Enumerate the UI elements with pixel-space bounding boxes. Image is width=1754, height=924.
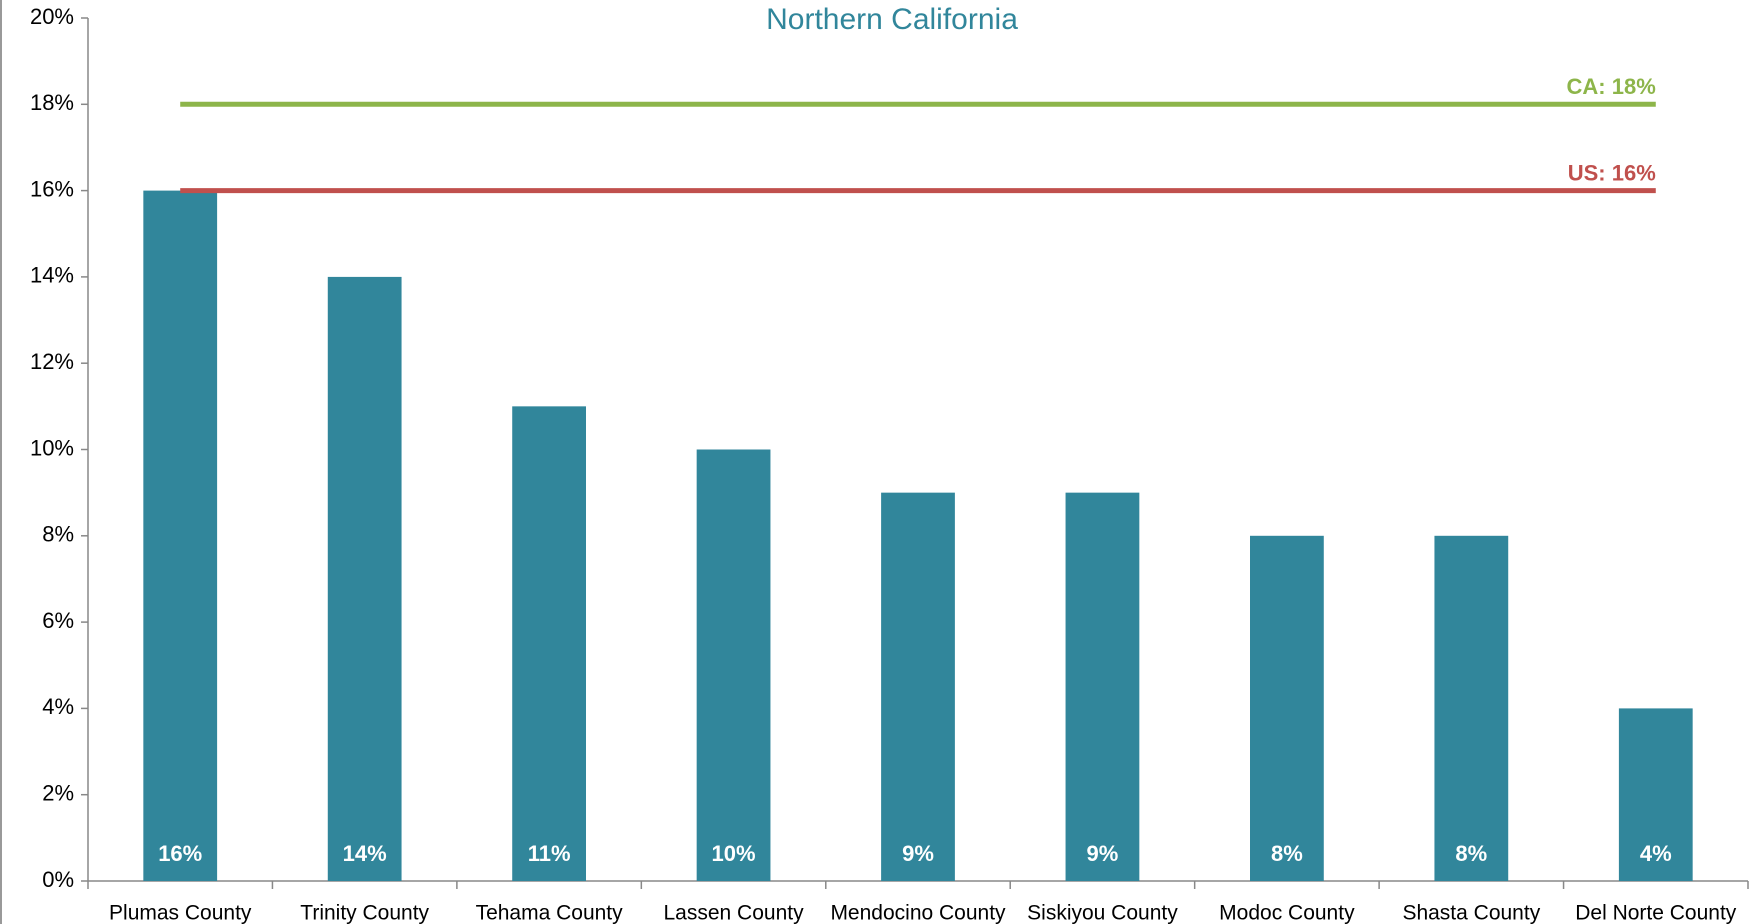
- x-tick-label: Tehama County: [476, 902, 624, 924]
- x-tick-label: Shasta County: [1402, 902, 1540, 924]
- bar: [512, 406, 586, 881]
- value-label: 8%: [1271, 841, 1303, 866]
- y-tick-label: 2%: [42, 781, 74, 806]
- x-tick-label: Plumas County: [109, 902, 252, 924]
- reference-label: US: 16%: [1568, 160, 1656, 185]
- value-label: 4%: [1640, 841, 1672, 866]
- value-label: 10%: [712, 841, 756, 866]
- y-tick-label: 20%: [30, 4, 74, 29]
- x-tick-label: Modoc County: [1219, 902, 1355, 924]
- value-label: 9%: [902, 841, 934, 866]
- y-tick-label: 4%: [42, 694, 74, 719]
- y-tick-label: 14%: [30, 263, 74, 288]
- y-tick-label: 0%: [42, 867, 74, 892]
- y-tick-label: 16%: [30, 176, 74, 201]
- y-tick-label: 12%: [30, 349, 74, 374]
- bar: [881, 492, 955, 881]
- x-tick-label: Trinity County: [300, 902, 429, 924]
- bar: [1065, 492, 1140, 881]
- reference-label: CA: 18%: [1567, 74, 1656, 99]
- value-label: 14%: [343, 841, 387, 866]
- value-label: 16%: [158, 841, 202, 866]
- value-label: 11%: [528, 841, 571, 866]
- y-tick-label: 8%: [42, 522, 74, 547]
- value-label: 8%: [1455, 841, 1487, 866]
- bar: [696, 449, 771, 881]
- x-tick-label: Mendocino County: [830, 902, 1006, 924]
- bar: [327, 276, 402, 881]
- bar: [143, 190, 218, 882]
- chart-title: Northern California: [766, 3, 1018, 36]
- bar: [1618, 708, 1693, 881]
- bar: [1434, 535, 1509, 881]
- value-label: 9%: [1087, 841, 1119, 866]
- y-tick-label: 18%: [30, 90, 74, 115]
- x-tick-label: Siskiyou County: [1027, 902, 1178, 924]
- x-tick-label: Lassen County: [664, 902, 805, 924]
- y-tick-label: 10%: [30, 435, 74, 460]
- y-tick-label: 6%: [42, 608, 74, 633]
- x-tick-label: Del Norte County: [1575, 902, 1737, 924]
- bar: [1250, 535, 1324, 881]
